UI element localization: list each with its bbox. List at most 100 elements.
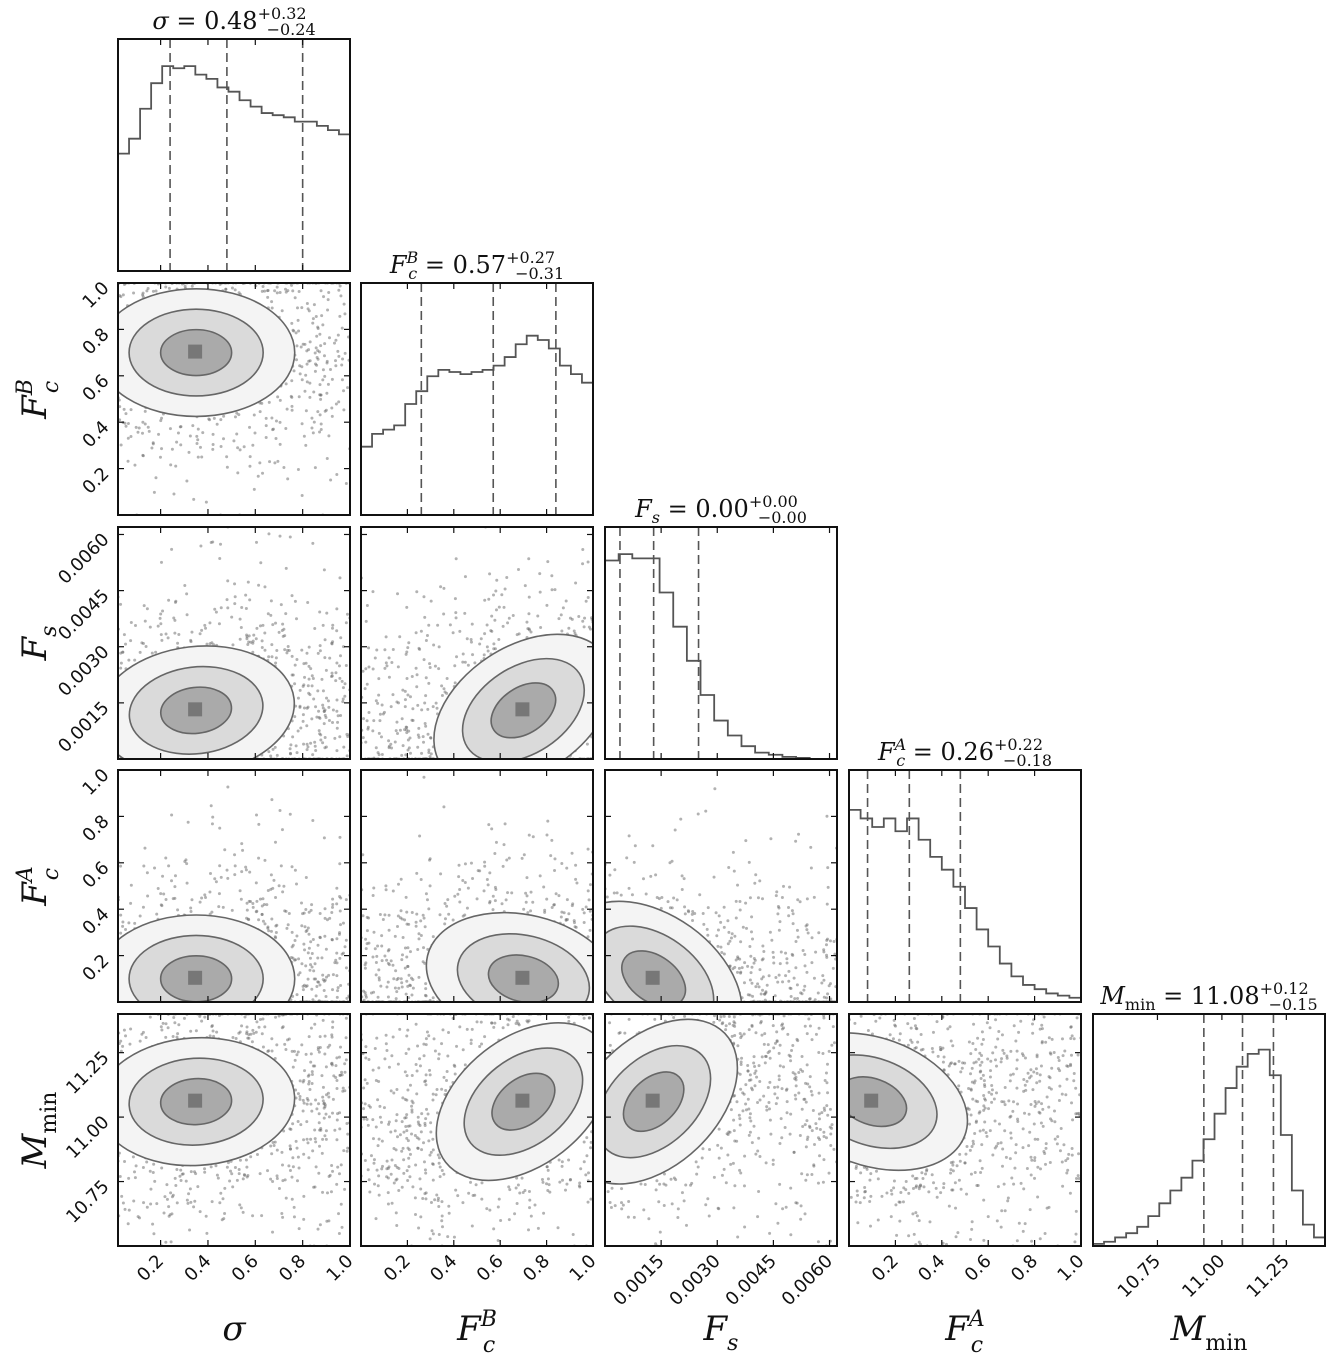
sample-point — [293, 868, 297, 872]
sample-point — [371, 894, 375, 898]
sample-point — [240, 870, 244, 874]
sample-point — [365, 929, 369, 933]
sample-point — [491, 894, 495, 898]
sample-point — [374, 746, 378, 750]
sample-point — [777, 973, 781, 977]
sample-point — [322, 988, 326, 992]
sample-point — [426, 732, 430, 736]
sample-point — [345, 612, 349, 616]
sample-point — [306, 684, 310, 688]
sample-point — [557, 894, 561, 898]
sample-point — [311, 938, 315, 942]
sample-point — [380, 703, 384, 707]
sample-point — [335, 473, 339, 477]
sample-point — [545, 833, 549, 837]
sample-point — [414, 924, 418, 928]
sample-point — [323, 916, 327, 920]
sample-point — [176, 908, 180, 912]
sample-point — [321, 741, 325, 745]
sample-point — [328, 916, 332, 920]
sample-point — [334, 671, 338, 675]
sample-point — [185, 881, 189, 885]
sample-point — [305, 706, 309, 710]
sample-point — [293, 296, 297, 300]
sample-point — [377, 753, 381, 757]
sample-point — [308, 968, 312, 972]
sample-point — [307, 677, 311, 681]
sample-point — [244, 606, 248, 610]
sample-point — [553, 857, 557, 861]
sample-point — [142, 864, 146, 868]
sample-point — [153, 866, 157, 870]
sample-point — [124, 424, 128, 428]
sample-point — [195, 434, 199, 438]
sample-point — [209, 540, 213, 544]
sample-point — [455, 655, 459, 659]
sample-point — [581, 548, 585, 552]
panel-frame — [360, 282, 594, 516]
sample-point — [377, 978, 381, 982]
sample-point — [264, 424, 268, 428]
sample-point — [377, 968, 381, 972]
sample-point — [141, 642, 145, 646]
sample-point — [312, 420, 316, 424]
sample-point — [291, 289, 295, 293]
sample-point — [151, 289, 155, 293]
sample-point — [284, 427, 288, 431]
sample-point — [198, 632, 202, 636]
sample-point — [341, 686, 345, 690]
sample-point — [304, 373, 308, 377]
sample-point — [529, 890, 533, 894]
sample-point — [822, 995, 826, 999]
sample-point — [129, 621, 133, 625]
sample-point — [326, 382, 330, 386]
histogram-line — [118, 65, 350, 155]
sample-point — [575, 881, 579, 885]
sample-point — [307, 664, 311, 668]
sample-point — [196, 438, 200, 442]
sample-point — [372, 990, 376, 994]
sample-point — [226, 785, 230, 789]
sample-point — [291, 735, 295, 739]
sample-point — [258, 461, 262, 465]
sample-point — [319, 422, 323, 426]
sample-point — [317, 729, 321, 733]
sample-point — [266, 925, 270, 929]
sample-point — [164, 632, 168, 636]
sample-point — [803, 952, 807, 956]
sample-point — [331, 902, 335, 906]
sample-point — [307, 359, 311, 363]
sample-point — [572, 629, 576, 633]
sample-point — [282, 465, 286, 469]
sample-point — [319, 738, 323, 742]
sample-point — [124, 928, 128, 932]
sample-point — [588, 883, 592, 887]
sample-point — [269, 873, 273, 877]
sample-point — [335, 629, 339, 633]
sample-point — [507, 616, 511, 620]
sample-point — [198, 900, 202, 904]
sample-point — [205, 642, 209, 646]
sample-point — [305, 724, 309, 728]
sample-point — [335, 661, 339, 665]
sample-point — [304, 985, 308, 989]
sample-point — [407, 922, 411, 926]
sample-point — [538, 572, 542, 576]
sample-point — [226, 876, 230, 880]
sample-point — [219, 875, 223, 879]
sample-point — [511, 614, 515, 618]
sample-point — [380, 944, 384, 948]
sample-point — [141, 293, 145, 297]
sample-point — [425, 634, 429, 638]
sample-point — [309, 908, 313, 912]
sample-point — [335, 698, 339, 702]
sample-point — [293, 663, 297, 667]
sample-point — [373, 656, 377, 660]
panel-frame — [360, 769, 594, 1003]
sample-point — [505, 576, 509, 580]
panel-frame — [117, 38, 351, 272]
sample-point — [273, 289, 277, 293]
sample-point — [312, 390, 316, 394]
sample-point — [403, 698, 407, 702]
sample-point — [527, 833, 531, 837]
